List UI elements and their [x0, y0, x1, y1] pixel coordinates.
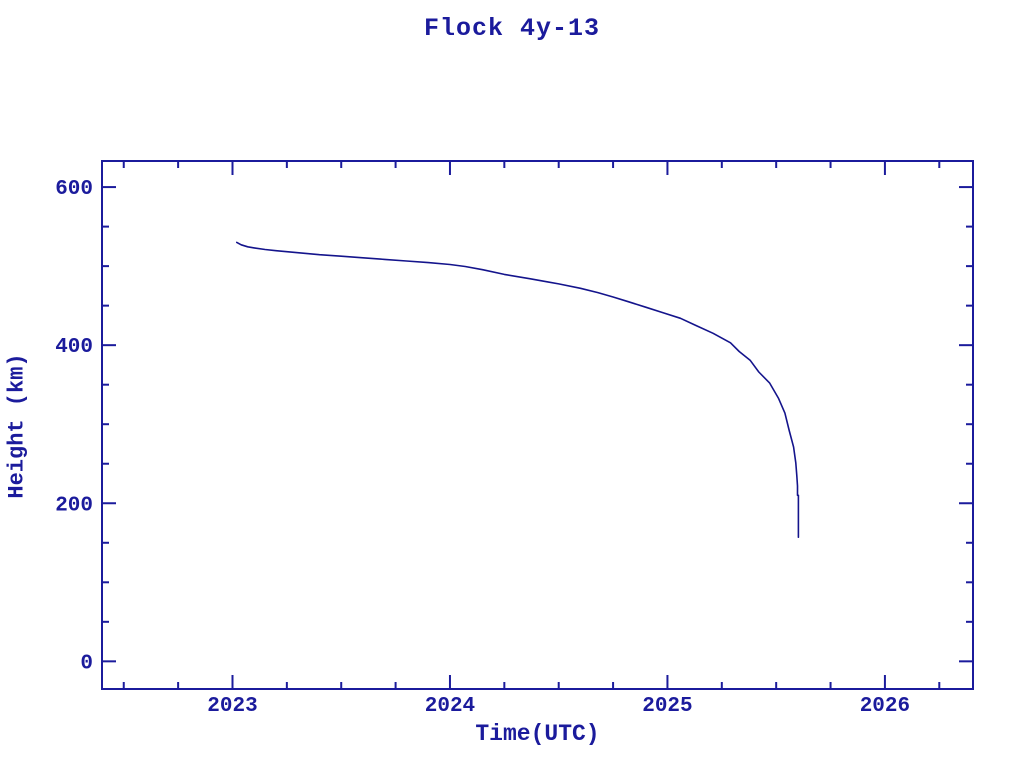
y-tick-label: 400: [55, 336, 93, 359]
y-tick-label: 200: [55, 494, 93, 517]
decay-curve: [236, 241, 800, 539]
tick-labels: 2023 2024 2025 2026 0 200 400 600: [55, 178, 910, 718]
y-tick-label: 600: [55, 178, 93, 201]
chart-title: Flock 4y-13: [423, 14, 601, 43]
x-tick-label: 2026: [860, 695, 910, 718]
axis-ticks: [102, 161, 973, 689]
x-axis-label: Time(UTC): [475, 721, 600, 747]
x-tick-label: 2025: [642, 695, 692, 718]
y-tick-label: 0: [80, 652, 93, 675]
x-tick-label: 2024: [425, 695, 475, 718]
axis-frame: [101, 160, 974, 690]
x-tick-label: 2023: [207, 695, 257, 718]
